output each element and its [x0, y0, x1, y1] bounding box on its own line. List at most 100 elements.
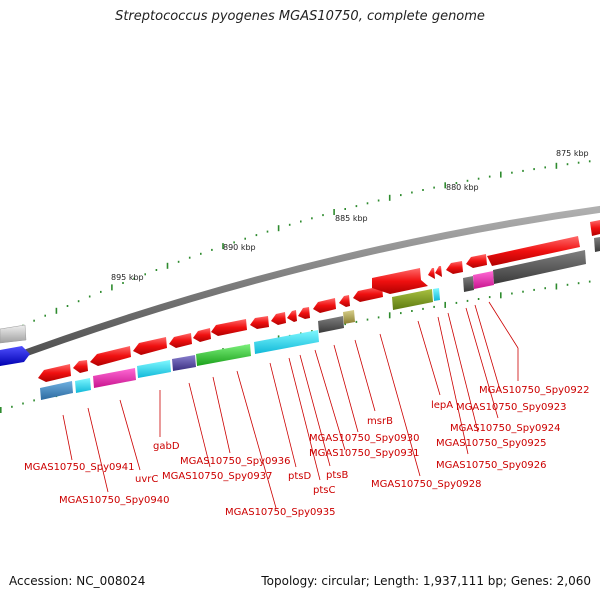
cog-feature[interactable] — [343, 310, 355, 324]
gene-label-uvrC[interactable]: uvrC — [135, 474, 158, 485]
cog-feature[interactable] — [254, 330, 319, 354]
inner-scale-tick — [344, 323, 346, 326]
inner-scale-tick — [422, 307, 424, 310]
scale-tick — [500, 171, 502, 178]
gene-label-spy0935[interactable]: MGAS10750_Spy0935 — [225, 507, 335, 518]
scale-tick — [222, 243, 224, 250]
gene-label-spy0931[interactable]: MGAS10750_Spy0931 — [309, 448, 419, 459]
gene-arrow[interactable] — [169, 333, 192, 348]
gene-arrow[interactable] — [372, 268, 428, 294]
cog-feature[interactable] — [392, 289, 433, 310]
gene-arrow[interactable] — [487, 236, 580, 266]
gene-arrow[interactable] — [73, 360, 88, 373]
gene-label-spy0923[interactable]: MGAS10750_Spy0923 — [456, 402, 566, 413]
scale-labels: 875 kbp 880 kbp 885 kbp 890 kbp 895 kbp — [111, 149, 589, 282]
accession-text: Accession: NC_008024 — [9, 574, 146, 588]
scale-tick — [288, 223, 291, 226]
gene-label-spy0936[interactable]: MGAS10750_Spy0936 — [180, 456, 290, 467]
cog-feature[interactable] — [137, 360, 171, 378]
scale-tick — [188, 256, 191, 259]
gene-label-spy0928[interactable]: MGAS10750_Spy0928 — [371, 479, 481, 490]
cog-feature[interactable] — [493, 250, 586, 284]
gene-arrow[interactable] — [313, 298, 336, 313]
inner-scale-tick — [477, 298, 480, 300]
gene-label-spy0941[interactable]: MGAS10750_Spy0941 — [24, 462, 134, 473]
gene-arrow[interactable] — [339, 295, 350, 307]
gene-label-spy0925[interactable]: MGAS10750_Spy0925 — [436, 438, 546, 449]
gene-arrow[interactable] — [271, 312, 286, 325]
inner-scale-tick — [466, 299, 469, 302]
feature-grey-left[interactable] — [0, 324, 27, 344]
scale-tick — [477, 177, 480, 180]
gene-arrow[interactable] — [435, 266, 442, 277]
gene-label-gabD[interactable]: gabD — [153, 441, 180, 452]
cog-feature[interactable] — [93, 368, 136, 388]
cog-feature[interactable] — [75, 378, 91, 393]
gene-arrow[interactable] — [446, 261, 463, 274]
gene-label-ptsB[interactable]: ptsB — [326, 470, 348, 481]
gene-arrow[interactable] — [250, 316, 269, 329]
scale-tick — [88, 295, 91, 298]
inner-scale-tick — [488, 296, 491, 299]
gene-label-spy0940[interactable]: MGAS10750_Spy0940 — [59, 495, 169, 506]
cog-feature[interactable] — [473, 271, 494, 289]
scale-tick — [144, 273, 146, 276]
cog-feature[interactable] — [433, 288, 440, 301]
cog-feature[interactable] — [463, 276, 474, 292]
gene-arrow[interactable] — [90, 346, 131, 366]
scale-tick — [377, 199, 380, 202]
gene-label-msrB[interactable]: msrB — [367, 416, 393, 427]
feature-blue-left[interactable] — [0, 346, 30, 366]
scale-tick — [200, 252, 202, 255]
inner-scale-tick — [411, 310, 413, 312]
scale-label-895: 895 kbp — [111, 273, 144, 282]
gene-arrow[interactable] — [193, 328, 211, 342]
cog-feature[interactable] — [318, 316, 344, 333]
gene-arrow[interactable] — [466, 254, 487, 268]
cog-feature[interactable] — [172, 355, 196, 371]
gene-arrow[interactable] — [133, 337, 167, 355]
map-title: Streptococcus pyogenes MGAS10750, comple… — [115, 9, 485, 24]
gene-label-lepA[interactable]: lepA — [431, 400, 453, 411]
gene-label-ptsD[interactable]: ptsD — [288, 471, 311, 482]
gene-arrow[interactable] — [38, 364, 71, 382]
gene-label-spy0937[interactable]: MGAS10750_Spy0937 — [162, 471, 272, 482]
scale-tick — [488, 175, 491, 178]
gene-label-spy0924[interactable]: MGAS10750_Spy0924 — [450, 423, 560, 434]
inner-scale-tick — [433, 305, 435, 308]
scale-tick — [522, 169, 524, 172]
gene-label-ptsC[interactable]: ptsC — [313, 485, 335, 496]
inner-scale-tick — [400, 312, 402, 315]
cog-feature[interactable] — [40, 381, 73, 400]
gene-arrow[interactable] — [298, 307, 310, 319]
gene-label-spy0930[interactable]: MGAS10750_Spy0930 — [309, 433, 419, 444]
inner-scale-tick — [355, 320, 358, 323]
scale-label-880: 880 kbp — [446, 183, 479, 192]
scale-tick — [555, 162, 558, 169]
scale-tick — [111, 284, 113, 291]
scale-tick — [355, 205, 358, 208]
gene-arrow[interactable] — [428, 268, 435, 279]
scale-tick — [211, 248, 213, 251]
inner-scale-tick — [11, 405, 13, 408]
scale-tick — [233, 241, 235, 244]
gene-arrow[interactable] — [211, 319, 247, 336]
scale-tick — [33, 319, 35, 322]
gene-label-spy0926[interactable]: MGAS10750_Spy0926 — [436, 460, 546, 471]
inner-scale-tick — [455, 301, 458, 304]
scale-tick — [322, 214, 324, 217]
scale-tick — [400, 194, 402, 197]
gene-arrow[interactable] — [353, 286, 383, 302]
gene-label-spy0922[interactable]: MGAS10750_Spy0922 — [479, 385, 589, 396]
gene-arrow[interactable] — [590, 220, 600, 236]
inner-scale-tick — [22, 402, 24, 405]
inner-scale-tick — [566, 283, 569, 286]
inner-scale-tick — [311, 330, 313, 333]
inner-scale-tick — [33, 399, 35, 402]
cog-feature[interactable] — [196, 344, 251, 366]
inner-scale-tick — [577, 282, 580, 285]
inner-scale-tick — [377, 316, 380, 319]
cog-feature[interactable] — [594, 237, 600, 252]
gene-arrow[interactable] — [287, 310, 297, 322]
